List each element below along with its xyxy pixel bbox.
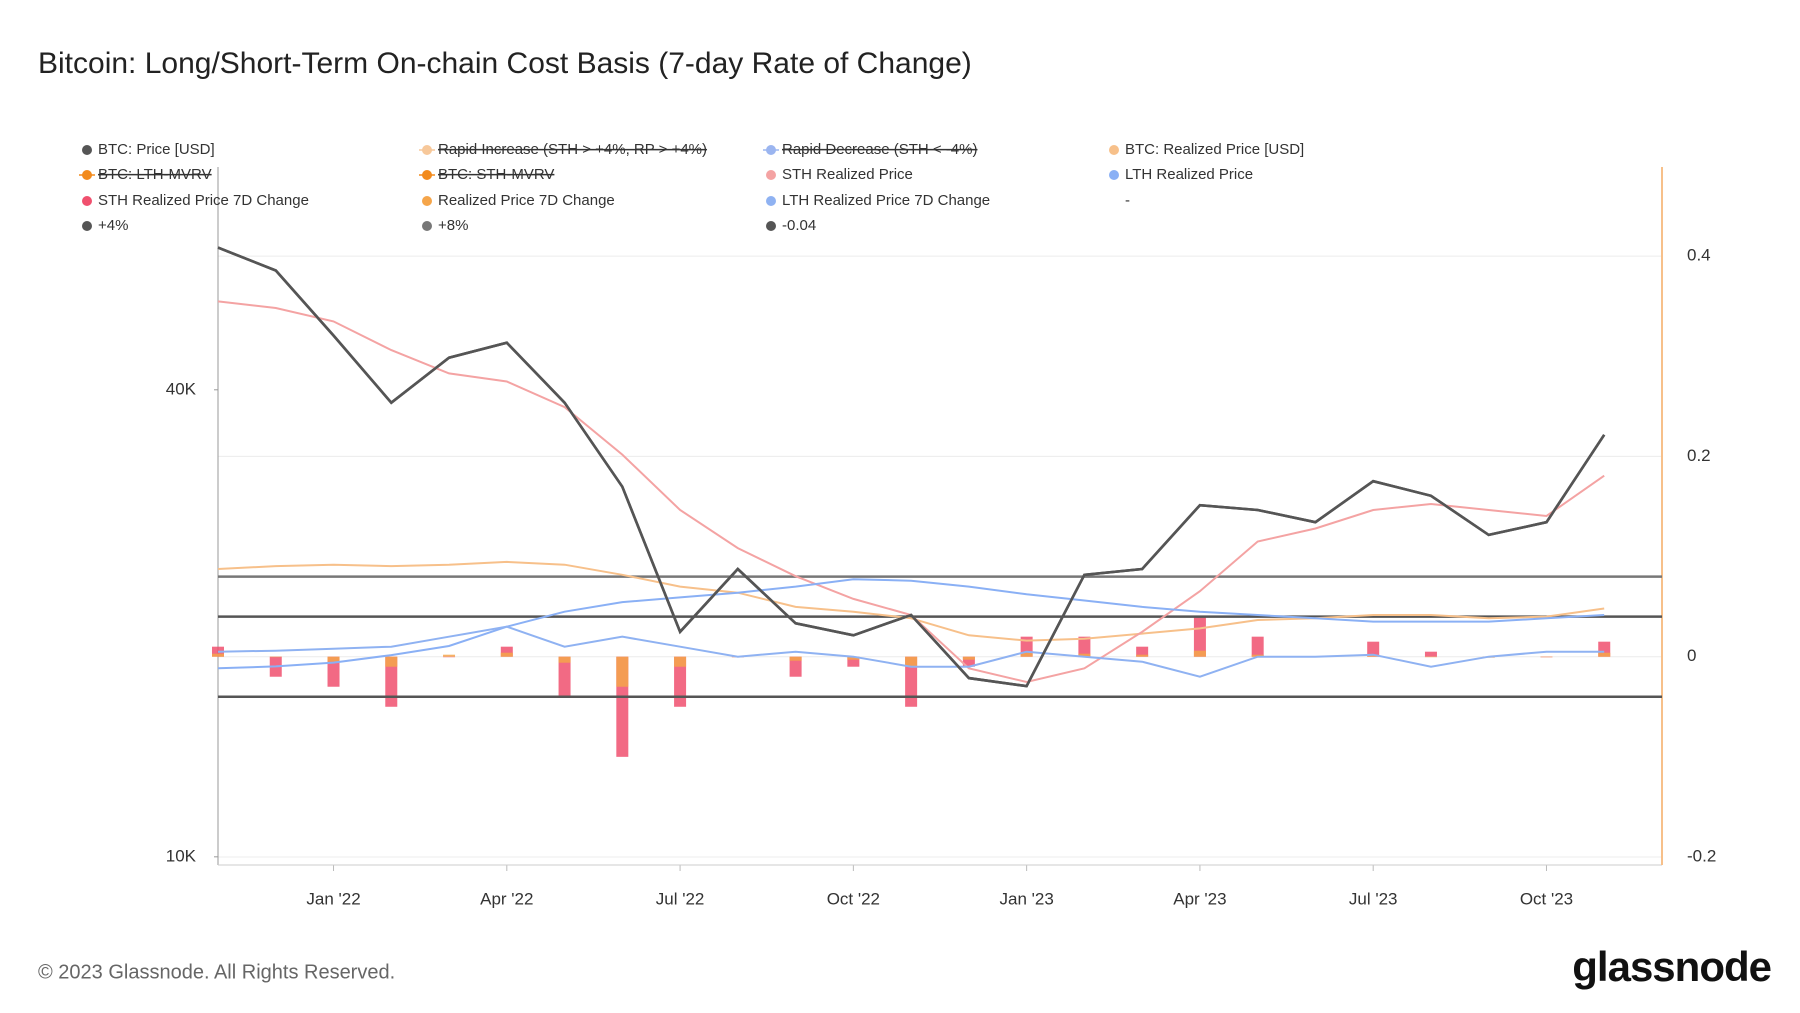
series-line <box>217 625 1605 678</box>
legend-label: STH Realized Price 7D Change <box>98 192 309 209</box>
bar <box>1078 636 1091 657</box>
footer: © 2023 Glassnode. All Rights Reserved. <box>38 961 395 983</box>
series-line <box>217 300 1605 684</box>
bar <box>847 656 860 660</box>
legend-label: Rapid Increase (STH > +4%, RP > +4%) <box>438 141 707 158</box>
bar <box>1424 651 1437 657</box>
chart-title: Bitcoin: Long/Short-Term On-chain Cost B… <box>38 47 972 80</box>
legend-label: Realized Price 7D Change <box>438 192 615 209</box>
legend-marker <box>82 221 92 231</box>
bar <box>674 656 687 667</box>
y-tick-label: 40K <box>166 379 197 398</box>
legend-marker <box>766 170 776 180</box>
bar <box>558 656 571 697</box>
bar <box>1540 656 1553 658</box>
bar <box>1193 650 1206 657</box>
bar <box>269 656 282 658</box>
bar <box>905 656 918 667</box>
legend-label: BTC: LTH-MVRV <box>98 166 212 183</box>
x-tick-label: Apr '22 <box>480 889 533 908</box>
series-line <box>217 246 1606 688</box>
bar <box>500 652 513 657</box>
bar <box>1251 636 1264 657</box>
legend-label: +4% <box>98 217 128 234</box>
legend-label: LTH Realized Price 7D Change <box>782 192 990 209</box>
bar <box>789 656 802 661</box>
legend-label: BTC: STH-MVRV <box>438 166 554 183</box>
legend-label: STH Realized Price <box>782 166 913 183</box>
legend-label: Rapid Decrease (STH < -4%) <box>782 141 977 158</box>
series-line <box>217 578 1605 670</box>
bar <box>443 656 456 658</box>
bar <box>1136 646 1149 657</box>
y2-tick-label: 0.2 <box>1687 446 1711 465</box>
bar <box>962 656 975 667</box>
bar <box>1193 616 1206 657</box>
legend-label: BTC: Realized Price [USD] <box>1125 141 1304 158</box>
bar <box>212 653 224 657</box>
x-tick-label: Oct '23 <box>1520 889 1573 908</box>
x-tick-label: Oct '22 <box>827 889 880 908</box>
legend-label: +8% <box>438 217 468 234</box>
legend-label: -0.04 <box>782 217 816 234</box>
brand-logo: glassnode <box>1572 943 1771 990</box>
legend-marker <box>1109 145 1119 155</box>
legend-marker <box>766 196 776 206</box>
x-tick-label: Jan '22 <box>306 889 360 908</box>
legend-marker <box>422 196 432 206</box>
legend-marker <box>82 196 92 206</box>
legend-marker <box>422 221 432 231</box>
bar <box>385 656 398 707</box>
y-tick-label: 10K <box>166 846 197 865</box>
bar <box>789 656 802 677</box>
x-tick-label: Jan '23 <box>999 889 1053 908</box>
bar <box>443 654 456 657</box>
x-tick-label: Jul '22 <box>656 889 705 908</box>
x-tick-label: Apr '23 <box>1173 889 1226 908</box>
legend-label: - <box>1125 192 1130 209</box>
series-line <box>217 246 1606 688</box>
legend-label: LTH Realized Price <box>1125 166 1253 183</box>
bar <box>1424 656 1437 658</box>
bar <box>962 656 975 660</box>
bar <box>327 656 340 687</box>
y2-tick-label: 0 <box>1687 646 1696 665</box>
legend-marker <box>766 221 776 231</box>
bar <box>327 656 340 662</box>
legend-marker <box>82 145 92 155</box>
bar <box>1136 654 1149 657</box>
bar <box>905 656 918 707</box>
bar <box>616 656 629 687</box>
x-tick-label: Jul '23 <box>1349 889 1398 908</box>
bar <box>1598 652 1611 657</box>
legend-label: BTC: Price [USD] <box>98 141 215 158</box>
legend-marker <box>1109 170 1119 180</box>
bar <box>500 646 513 657</box>
bar <box>385 656 398 667</box>
bar <box>847 656 860 667</box>
y2-tick-label: -0.2 <box>1687 846 1716 865</box>
bar <box>1367 641 1380 657</box>
y2-tick-label: 0.4 <box>1687 246 1711 265</box>
series-line <box>217 560 1605 642</box>
bar <box>1078 653 1091 657</box>
bar <box>1020 652 1033 657</box>
bar <box>674 656 687 707</box>
bar <box>558 656 571 663</box>
